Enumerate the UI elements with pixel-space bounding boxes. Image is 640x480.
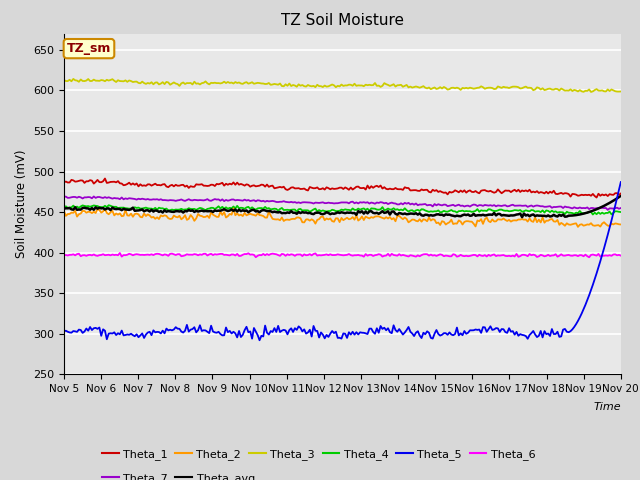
Text: Time: Time <box>593 402 621 412</box>
Legend: Theta_7, Theta_avg: Theta_7, Theta_avg <box>97 468 259 480</box>
Title: TZ Soil Moisture: TZ Soil Moisture <box>281 13 404 28</box>
Y-axis label: Soil Moisture (mV): Soil Moisture (mV) <box>15 150 28 258</box>
Text: TZ_sm: TZ_sm <box>67 42 111 55</box>
